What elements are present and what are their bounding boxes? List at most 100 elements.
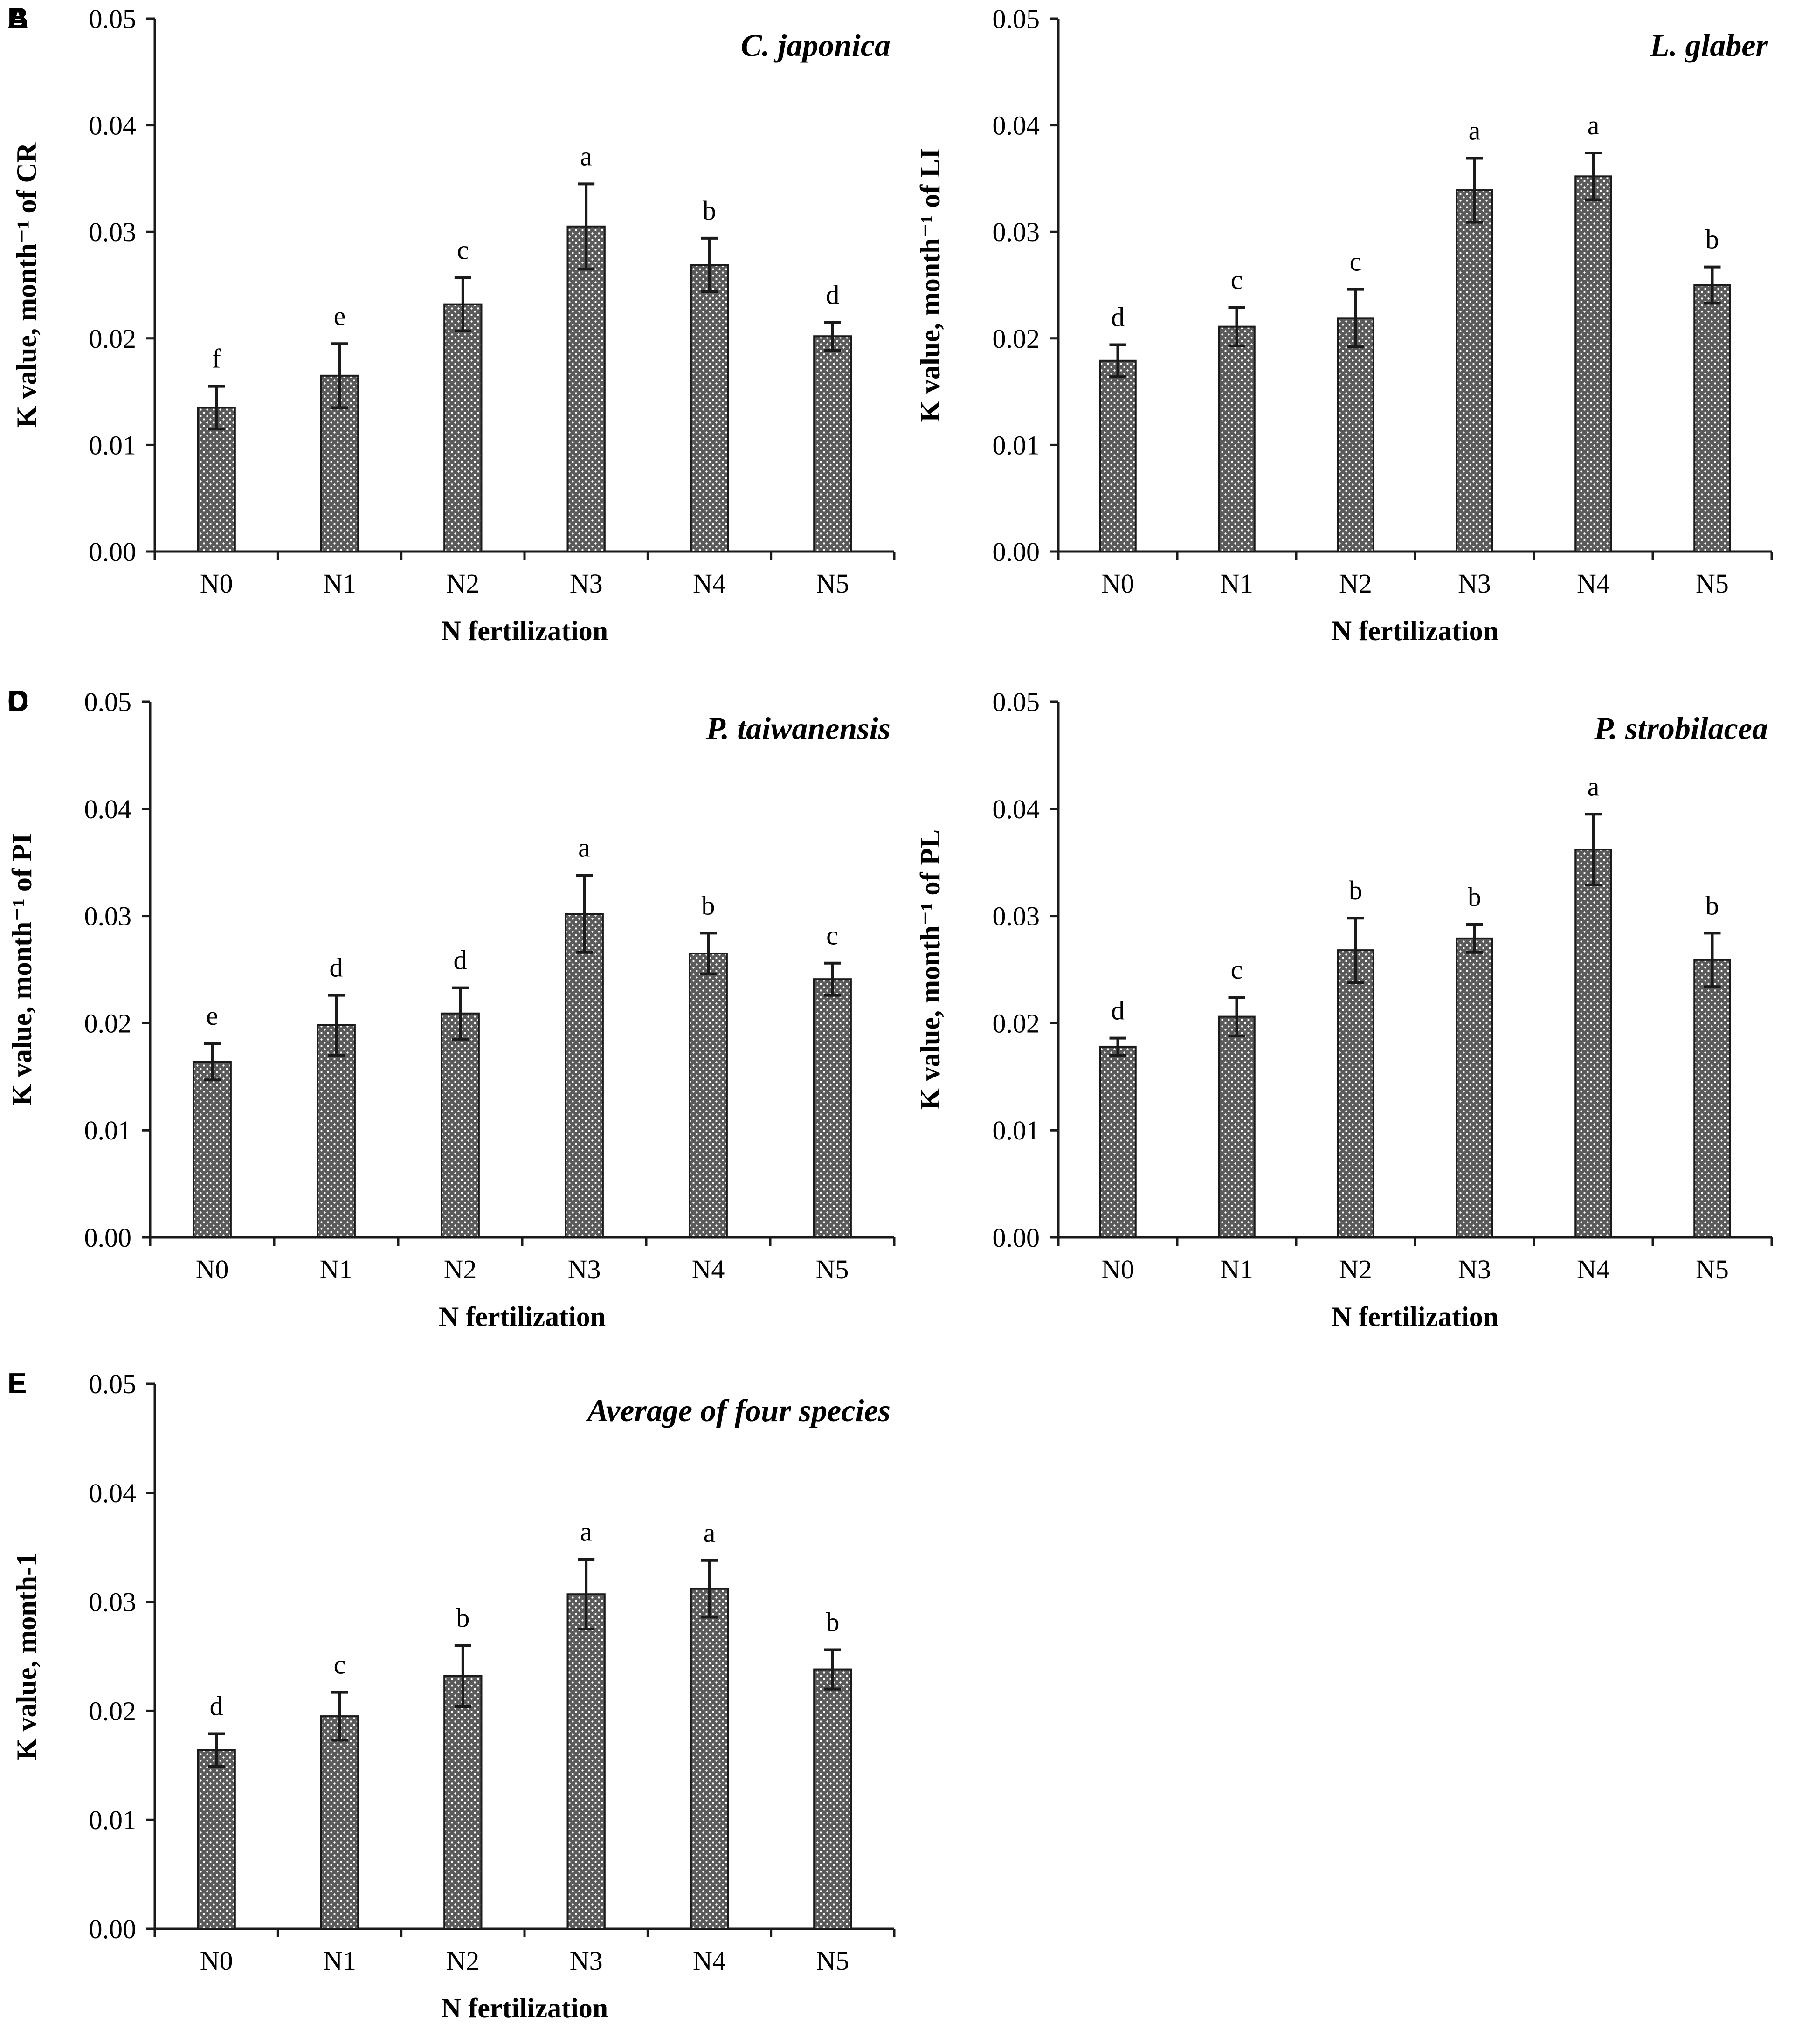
x-tick-label: N4 <box>693 1946 726 1976</box>
significance-letter: a <box>580 1516 592 1547</box>
bar-n4 <box>1574 175 1612 552</box>
significance-letter: b <box>1468 882 1481 912</box>
y-tick-label: 0.05 <box>89 4 137 34</box>
y-tick-label: 0.01 <box>89 1805 137 1835</box>
bar-n3 <box>566 225 606 552</box>
y-tick-label: 0.05 <box>993 687 1040 717</box>
bar-n2 <box>1337 949 1374 1238</box>
significance-letter: a <box>704 1518 716 1548</box>
significance-letter: d <box>454 945 467 975</box>
bar-n0 <box>1099 1045 1137 1239</box>
x-tick-label: N3 <box>1458 568 1491 599</box>
x-tick-label: N5 <box>1696 568 1729 599</box>
significance-letter: a <box>578 832 590 863</box>
significance-letter: b <box>1705 224 1719 255</box>
x-tick-label: N2 <box>1339 1254 1372 1284</box>
x-tick-label: N0 <box>200 1946 233 1976</box>
bar-n0 <box>197 1749 236 1930</box>
x-axis-title: N fertilization <box>441 615 608 646</box>
y-tick-label: 0.05 <box>84 687 132 717</box>
bar-n5 <box>1693 959 1731 1239</box>
x-tick-label: N2 <box>444 1254 477 1284</box>
significance-letter: a <box>1588 110 1600 140</box>
y-axis-title: K value, month⁻¹ of LI <box>915 148 946 422</box>
y-tick-label: 0.02 <box>993 1008 1040 1038</box>
bar-n0 <box>193 1061 232 1238</box>
x-tick-label: N3 <box>570 1946 603 1976</box>
y-tick-label: 0.02 <box>993 324 1040 354</box>
panel-letter: B <box>7 2 28 35</box>
x-axis-title: N fertilization <box>441 1993 608 2023</box>
y-tick-label: 0.03 <box>993 901 1040 932</box>
x-axis-title: N fertilization <box>439 1301 606 1332</box>
y-axis-title: K value, month⁻¹ of PI <box>7 833 37 1106</box>
bar-n5 <box>813 1668 852 1930</box>
bar-n4 <box>1574 849 1612 1238</box>
chart-title: L. glaber <box>1650 28 1768 63</box>
bar-n5 <box>813 978 852 1238</box>
significance-letter: a <box>1469 115 1481 145</box>
y-tick-label: 0.01 <box>89 430 137 460</box>
significance-letter: d <box>826 280 839 310</box>
y-axis-title: K value, month⁻¹ of CR <box>11 142 42 428</box>
bar-n5 <box>813 335 852 553</box>
bar-n1 <box>1218 325 1256 552</box>
x-tick-label: N2 <box>446 1946 479 1976</box>
significance-letter: b <box>826 1607 839 1637</box>
significance-letter: a <box>580 141 592 171</box>
bar-n5 <box>1693 284 1731 552</box>
bar-n3 <box>565 913 604 1238</box>
panel-b: B 0.00 0.01 0.02 0.03 0.04 0.05 d N0 c N1 c N2 a N3 a N4… <box>7 2 1773 646</box>
y-tick-label: 0.01 <box>84 1115 132 1146</box>
x-tick-label: N2 <box>446 568 479 599</box>
panel-e: E 0.00 0.01 0.02 0.03 0.04 0.05 d N0 c N1 b N2 a N3 a N4… <box>7 1367 896 2023</box>
significance-letter: d <box>330 953 343 983</box>
significance-letter: f <box>212 344 221 374</box>
bar-n3 <box>1456 189 1493 552</box>
bar-n2 <box>443 1675 483 1930</box>
x-tick-label: N0 <box>200 568 233 599</box>
bar-n4 <box>690 1588 729 1930</box>
significance-letter: b <box>1349 875 1362 905</box>
panel-d: D 0.00 0.01 0.02 0.03 0.04 0.05 d N0 c N1 b N2 b N3 a N4… <box>7 685 1773 1332</box>
bar-n3 <box>566 1593 606 1930</box>
panel-a: A 0.00 0.01 0.02 0.03 0.04 0.05 f N0 e N1 c N2 a N3 b N4… <box>7 2 896 646</box>
significance-letter: b <box>456 1602 469 1633</box>
significance-letter: d <box>1111 302 1125 332</box>
bar-n3 <box>1456 937 1493 1239</box>
y-tick-label: 0.02 <box>84 1008 132 1038</box>
chart-title: Average of four species <box>586 1393 891 1428</box>
y-tick-label: 0.03 <box>84 901 132 932</box>
y-tick-label: 0.04 <box>993 794 1040 824</box>
y-tick-label: 0.04 <box>84 794 132 824</box>
significance-letter: e <box>334 301 346 331</box>
y-tick-label: 0.00 <box>993 1222 1040 1253</box>
x-tick-label: N4 <box>1577 568 1610 599</box>
y-tick-label: 0.00 <box>89 1914 137 1944</box>
y-tick-label: 0.01 <box>993 1115 1040 1146</box>
significance-letter: c <box>826 920 838 951</box>
bar-n1 <box>320 1715 359 1930</box>
y-axis-title: K value, month-1 <box>11 1553 42 1760</box>
x-tick-label: N4 <box>1577 1254 1610 1284</box>
y-tick-label: 0.00 <box>84 1222 132 1253</box>
x-tick-label: N4 <box>693 568 726 599</box>
significance-letter: d <box>210 1691 223 1721</box>
x-tick-label: N3 <box>570 568 603 599</box>
y-tick-label: 0.05 <box>89 1369 137 1399</box>
y-tick-label: 0.00 <box>89 537 137 567</box>
y-tick-label: 0.04 <box>89 1478 137 1508</box>
y-tick-label: 0.04 <box>89 110 137 141</box>
x-tick-label: N1 <box>323 568 356 599</box>
significance-letter: e <box>206 1001 218 1031</box>
panel-letter: D <box>7 685 28 718</box>
y-tick-label: 0.02 <box>89 1696 137 1726</box>
y-tick-label: 0.03 <box>89 217 137 247</box>
bar-n2 <box>441 1012 480 1239</box>
x-axis-title: N fertilization <box>1332 615 1498 646</box>
y-axis-title: K value, month⁻¹ of PL <box>915 829 946 1110</box>
significance-letter: c <box>1350 247 1362 277</box>
significance-letter: b <box>702 890 715 920</box>
x-tick-label: N5 <box>816 1946 849 1976</box>
